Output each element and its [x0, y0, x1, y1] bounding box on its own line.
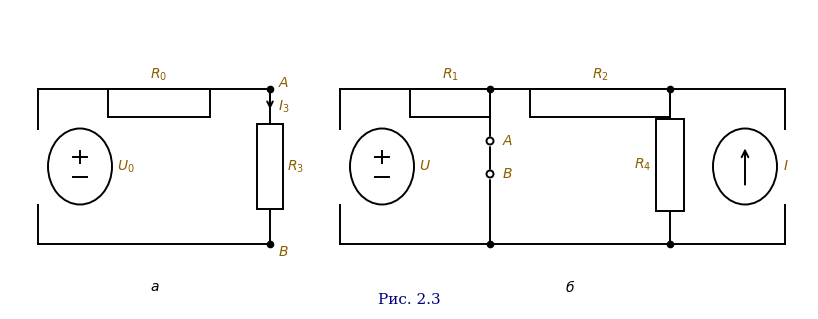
Text: $U$: $U$ — [419, 160, 431, 174]
Bar — [656, 119, 684, 211]
Text: $a$: $a$ — [151, 280, 160, 294]
Bar — [530, 89, 670, 117]
Text: $R_1$: $R_1$ — [442, 67, 458, 83]
Bar — [108, 89, 210, 117]
Text: $I_3$: $I_3$ — [278, 99, 290, 115]
Text: Рис. 2.3: Рис. 2.3 — [378, 293, 440, 307]
Text: $б$: $б$ — [565, 279, 575, 295]
Text: $R_4$: $R_4$ — [634, 157, 651, 173]
Ellipse shape — [48, 129, 112, 204]
Bar — [257, 124, 283, 209]
Ellipse shape — [350, 129, 414, 204]
Text: $R_3$: $R_3$ — [287, 158, 304, 175]
Text: $A$: $A$ — [278, 76, 290, 90]
Text: $B$: $B$ — [502, 167, 513, 181]
Bar — [410, 89, 490, 117]
Text: $R_2$: $R_2$ — [591, 67, 609, 83]
Text: $A$: $A$ — [502, 134, 513, 148]
Text: $B$: $B$ — [278, 245, 289, 259]
Text: $R_0$: $R_0$ — [151, 67, 168, 83]
Text: $I$: $I$ — [783, 160, 789, 174]
Ellipse shape — [713, 129, 777, 204]
Text: $U_0$: $U_0$ — [117, 158, 135, 175]
